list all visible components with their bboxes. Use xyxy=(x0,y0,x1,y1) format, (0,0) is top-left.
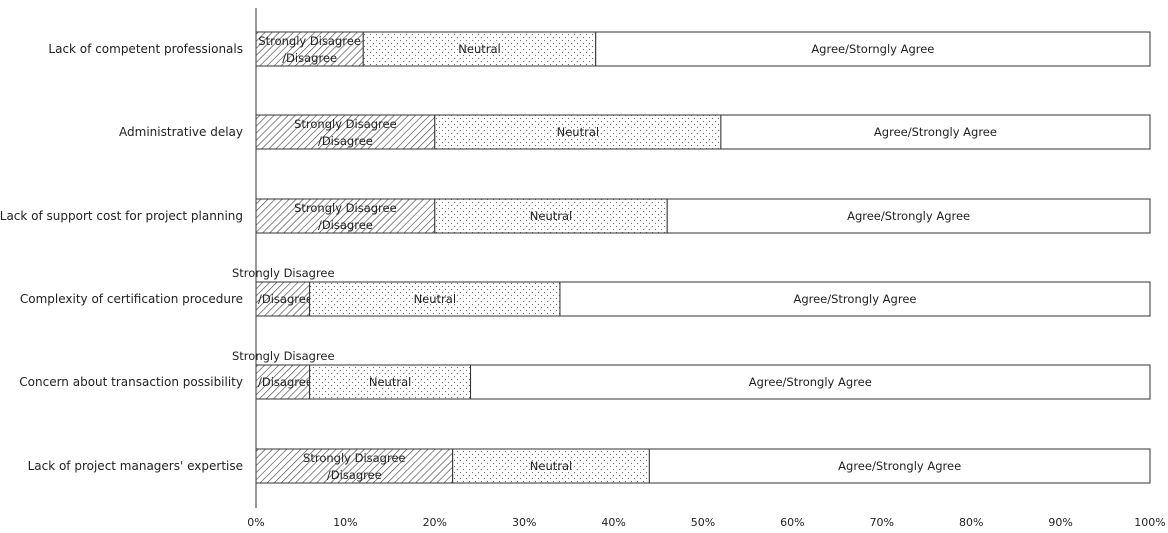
bar-segment-agree-strongly-agree xyxy=(666,198,1151,234)
segment-label: Agree/Strongly Agree xyxy=(793,292,916,306)
segment-label: /Disagree xyxy=(258,375,313,389)
x-tick-label: 80% xyxy=(959,516,983,529)
bar-segment-neutral xyxy=(452,448,650,484)
category-label: Lack of competent professionals xyxy=(48,42,243,56)
bar-segment-agree-strongly-agree xyxy=(648,448,1151,484)
bar-segment-strongly-disagree-disagree xyxy=(255,198,436,234)
axis-layer: 0% 10% 20% 30% 40% 50% 60% 70% 80% 90% 100% Lack of… xyxy=(0,8,1166,529)
segment-label: Agree/Strongly Agree xyxy=(874,125,997,139)
x-tick-label: 0% xyxy=(247,516,264,529)
bar-segment-neutral xyxy=(434,198,668,234)
segment-label: Agree/Strongly Agree xyxy=(749,375,872,389)
segment-label: Strongly Disagree xyxy=(294,201,397,215)
segment-label: Strongly Disagree xyxy=(232,266,335,280)
bar-segment-strongly-disagree-disagree xyxy=(255,31,364,67)
x-tick-label: 60% xyxy=(780,516,804,529)
bar-segment-agree-strongly-agree xyxy=(559,281,1151,317)
category-label: Administrative delay xyxy=(119,125,243,139)
x-tick-label: 70% xyxy=(870,516,894,529)
bar-segment-agree-strongly-agree xyxy=(470,364,1151,400)
bar-segment-strongly-disagree-disagree xyxy=(255,281,311,317)
segment-label: Neutral xyxy=(369,375,411,389)
bar-segment-neutral xyxy=(434,114,722,150)
bars-layer: Strongly Disagree/Disagree Neutral Agree/S… xyxy=(232,31,1151,484)
segment-label: Agree/Storngly Agree xyxy=(811,42,934,56)
bar-segment-agree-strongly-agree xyxy=(720,114,1151,150)
x-tick-label: 20% xyxy=(423,516,447,529)
x-tick-label: 40% xyxy=(601,516,625,529)
segment-label: Strongly Disagree xyxy=(303,451,406,465)
x-tick-label: 90% xyxy=(1048,516,1072,529)
category-label: Concern about transaction possibility xyxy=(19,375,243,389)
segment-label: Strongly Disagree xyxy=(294,117,397,131)
segment-label: /Disagree xyxy=(327,468,382,482)
segment-label: Agree/Strongly Agree xyxy=(847,209,970,223)
x-tick-label: 30% xyxy=(512,516,536,529)
segment-label: /Disagree xyxy=(258,292,313,306)
segment-label: Neutral xyxy=(414,292,456,306)
bar-segment-neutral xyxy=(362,31,597,67)
x-tick-label: 50% xyxy=(691,516,715,529)
x-tick-label: 100% xyxy=(1134,516,1165,529)
segment-label: Strongly Disagree xyxy=(258,34,361,48)
bar-segment-strongly-disagree-disagree xyxy=(255,364,311,400)
segment-label: Neutral xyxy=(530,459,572,473)
segment-label: Strongly Disagree xyxy=(232,349,335,363)
segment-label: Neutral xyxy=(530,209,572,223)
segment-label: /Disagree xyxy=(318,134,373,148)
x-tick-label: 10% xyxy=(333,516,357,529)
segment-label: Neutral xyxy=(458,42,500,56)
segment-label: /Disagree xyxy=(282,51,337,65)
category-label: Lack of support cost for project plannin… xyxy=(0,209,243,223)
bar-segment-neutral xyxy=(309,364,472,400)
category-label: Complexity of certification procedure xyxy=(20,292,243,306)
segment-label: /Disagree xyxy=(318,218,373,232)
segment-label: Neutral xyxy=(557,125,599,139)
category-label: Lack of project managers' expertise xyxy=(28,459,243,473)
segment-label: Agree/Strongly Agree xyxy=(838,459,961,473)
bar-segment-agree-strongly-agree xyxy=(595,31,1151,67)
